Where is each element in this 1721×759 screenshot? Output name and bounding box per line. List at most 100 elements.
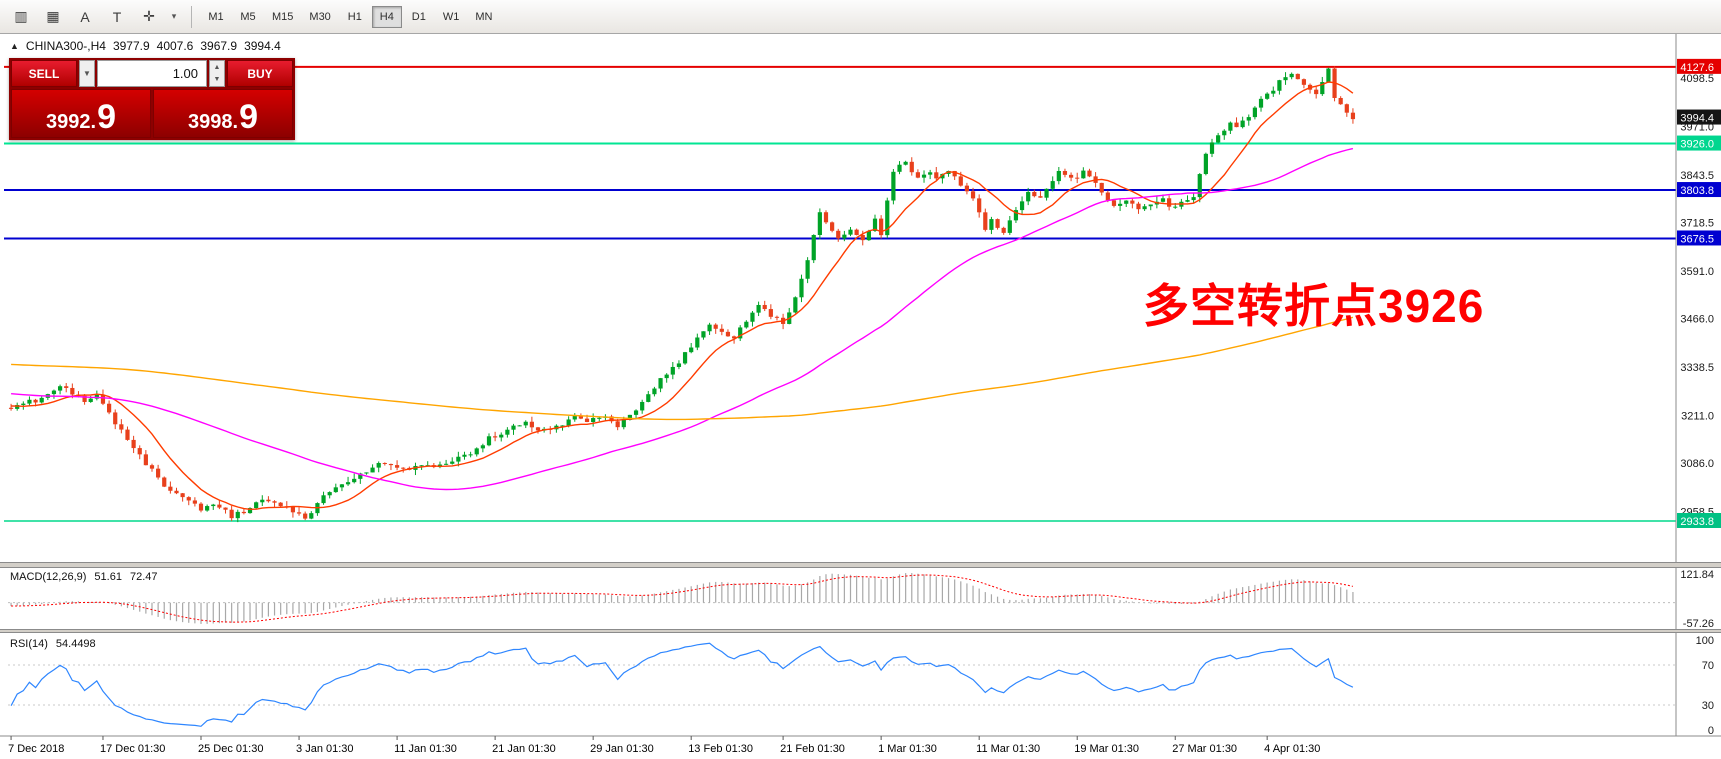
svg-text:7 Dec 2018: 7 Dec 2018 (8, 743, 64, 755)
svg-text:17 Dec 01:30: 17 Dec 01:30 (100, 743, 165, 755)
svg-text:4127.6: 4127.6 (1680, 62, 1714, 74)
sell-button[interactable]: SELL (11, 60, 77, 87)
svg-text:3211.0: 3211.0 (1681, 411, 1714, 423)
svg-text:100: 100 (1696, 635, 1714, 647)
svg-text:0: 0 (1708, 725, 1714, 737)
collapse-trade-panel-icon[interactable]: ▲ (10, 41, 19, 51)
svg-text:3086.0: 3086.0 (1680, 458, 1714, 470)
chart-ohlc-header: ▲ CHINA300-,H4 3977.9 4007.6 3967.9 3994… (10, 39, 281, 53)
ma-slow-line (11, 316, 1354, 421)
svg-text:3591.0: 3591.0 (1680, 266, 1714, 278)
text-label-icon[interactable]: T (112, 8, 122, 25)
svg-text:3338.5: 3338.5 (1680, 362, 1714, 374)
timeframe-w1-button[interactable]: W1 (436, 6, 467, 28)
svg-text:13 Feb 01:30: 13 Feb 01:30 (688, 743, 753, 755)
macd-histogram (10, 573, 1354, 624)
svg-text:121.84: 121.84 (1680, 569, 1714, 581)
svg-text:4098.5: 4098.5 (1680, 73, 1714, 85)
svg-text:3803.8: 3803.8 (1680, 185, 1714, 197)
price-marker-2933.8 (1677, 512, 1721, 528)
volume-stepper[interactable]: ▲ ▼ (209, 60, 225, 87)
grid-icon[interactable]: ▦ (46, 8, 60, 24)
volume-step-down-icon[interactable]: ▼ (213, 76, 221, 84)
macd-label: MACD(12,26,9) (10, 571, 87, 583)
svg-text:2933.8: 2933.8 (1680, 516, 1714, 528)
timeframe-m30-button[interactable]: M30 (302, 6, 337, 28)
price-marker-4127.6 (1677, 58, 1721, 74)
timeframe-d1-button[interactable]: D1 (404, 6, 434, 28)
ohlc-high: 4007.6 (156, 39, 194, 53)
sell-price-display[interactable]: 3992. 9 (11, 89, 151, 138)
svg-text:11 Jan 01:30: 11 Jan 01:30 (394, 743, 457, 755)
svg-text:3718.5: 3718.5 (1680, 217, 1714, 229)
timeframe-h4-button[interactable]: H4 (371, 5, 402, 28)
buy-price-main: 3998. (188, 111, 239, 133)
svg-text:25 Dec 01:30: 25 Dec 01:30 (198, 743, 263, 755)
svg-text:70: 70 (1702, 660, 1714, 672)
ma-fast-line (11, 81, 1354, 511)
horizontal-lines-layer[interactable] (4, 65, 1676, 522)
price-marker-3803.8 (1677, 182, 1721, 198)
svg-text:3994.4: 3994.4 (1680, 113, 1714, 125)
macd-pane-header: MACD(12,26,9) 51.61 72.47 (10, 571, 157, 583)
rsi-line (10, 642, 1354, 727)
timeframe-h1-button[interactable]: H1 (340, 6, 370, 28)
sell-price-main: 3992. (46, 111, 97, 133)
volume-dropdown-icon[interactable]: ▼ (79, 60, 95, 87)
rsi-value: 54.4498 (55, 638, 96, 650)
ohlc-low: 3967.9 (200, 39, 238, 53)
crosshair-tool-icon[interactable]: ✛ (143, 8, 155, 24)
ohlc-open: 3977.9 (112, 39, 150, 53)
timeframe-m1-button[interactable]: M1 (201, 6, 231, 28)
price-marker-3676.5 (1677, 230, 1721, 246)
one-click-trade-panel: SELL ▼ 1.00 ▲ ▼ BUY 3992. 9 3998. 9 (9, 58, 295, 140)
svg-text:29 Jan 01:30: 29 Jan 01:30 (590, 743, 654, 755)
macd-signal-line (11, 574, 1354, 623)
svg-text:1 Mar 01:30: 1 Mar 01:30 (878, 743, 937, 755)
macd-value-1: 51.61 (94, 571, 122, 583)
rsi-label: RSI(14) (10, 638, 48, 650)
timeframe-mn-button[interactable]: MN (468, 6, 499, 28)
candles-layer (8, 66, 1356, 523)
timeframe-m5-button[interactable]: M5 (233, 6, 263, 28)
buy-price-pips: 9 (239, 98, 258, 137)
price-marker-3926.0 (1677, 135, 1721, 151)
price-axis: 4098.53971.03843.53718.53591.03466.03338… (1677, 58, 1721, 528)
chart-style-icon[interactable]: ▥ (14, 8, 28, 24)
price-marker-3994.4 (1677, 109, 1721, 125)
volume-input[interactable]: 1.00 (97, 60, 207, 87)
svg-text:30: 30 (1702, 700, 1714, 712)
svg-text:3676.5: 3676.5 (1680, 233, 1714, 245)
buy-button[interactable]: BUY (227, 60, 293, 87)
chart-text-annotation[interactable]: 多空转折点3926 (1143, 280, 1485, 332)
svg-text:-57.26: -57.26 (1683, 618, 1714, 630)
ma-mid-line (11, 147, 1354, 491)
chart-toolbar: ▥ ▦ A T ✛ ▾ M1 M5 M15 M30 H1 H4 D1 W1 MN (0, 0, 1721, 34)
buy-price-display[interactable]: 3998. 9 (153, 89, 293, 138)
macd-value-2: 72.47 (129, 571, 158, 583)
svg-text:27 Mar 01:30: 27 Mar 01:30 (1172, 743, 1237, 755)
main-macd-splitter[interactable] (0, 562, 1721, 568)
volume-step-up-icon[interactable]: ▲ (213, 63, 221, 71)
svg-text:3926.0: 3926.0 (1680, 139, 1714, 151)
svg-text:21 Feb 01:30: 21 Feb 01:30 (780, 743, 845, 755)
symbol-title: CHINA300-,H4 (25, 39, 106, 53)
time-axis[interactable]: 7 Dec 2018 17 Dec 01:30 25 Dec 01:30 3 Jan … (8, 736, 1320, 755)
macd-rsi-splitter[interactable] (0, 629, 1721, 633)
sell-price-pips: 9 (97, 98, 116, 137)
svg-text:3843.5: 3843.5 (1680, 170, 1714, 182)
rsi-pane-header: RSI(14) 54.4498 (10, 638, 96, 650)
svg-text:4 Apr 01:30: 4 Apr 01:30 (1264, 743, 1320, 755)
cursor-dropdown-icon[interactable]: ▾ (171, 11, 177, 21)
timeframe-m15-button[interactable]: M15 (265, 6, 300, 28)
svg-text:3 Jan 01:30: 3 Jan 01:30 (296, 743, 354, 755)
svg-text:3466.0: 3466.0 (1680, 314, 1714, 326)
ohlc-close: 3994.4 (244, 39, 281, 53)
text-annotation-icon[interactable]: A (80, 8, 90, 25)
svg-text:11 Mar 01:30: 11 Mar 01:30 (976, 743, 1040, 755)
svg-text:21 Jan 01:30: 21 Jan 01:30 (492, 743, 556, 755)
toolbar-separator (191, 5, 192, 28)
svg-text:19 Mar 01:30: 19 Mar 01:30 (1074, 743, 1139, 755)
